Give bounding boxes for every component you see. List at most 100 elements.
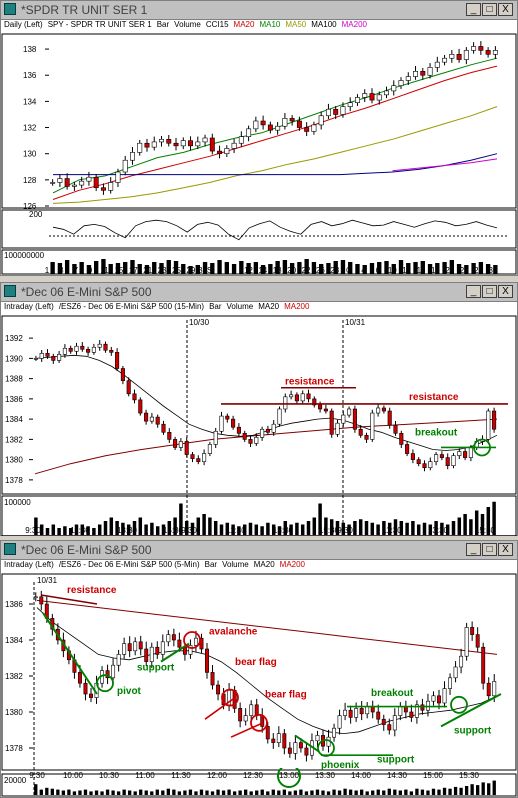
close-button[interactable]: X: [498, 285, 513, 298]
maximize-button[interactable]: □: [482, 3, 497, 16]
es15-candle: [138, 399, 143, 414]
volume-bar: [254, 524, 259, 535]
es-15min-chart[interactable]: 1378 1380 1382 1384 1386 1388 1390 1392 10/30 10/…: [1, 314, 517, 536]
maximize-button[interactable]: □: [482, 543, 497, 556]
x-tick-label: 14: [258, 266, 267, 275]
es5-candle: [448, 677, 453, 689]
es5-candle: [354, 708, 359, 718]
volume-bar: [319, 264, 324, 274]
spy-candle: [71, 184, 77, 187]
ma-line-ma20: [52, 65, 498, 200]
annotation-pivot: pivot: [117, 686, 142, 697]
es5-candle: [265, 726, 270, 740]
x-tick-label: 13:00: [279, 771, 300, 780]
volume-bar: [61, 790, 66, 795]
volume-bar: [231, 524, 235, 535]
spy-candle: [57, 178, 63, 183]
volume-bar: [63, 526, 67, 535]
x-tick-label: 11:30: [226, 526, 246, 535]
volume-scale-label: 100000000: [4, 251, 45, 260]
es5-candle: [376, 711, 381, 720]
es15-candle: [445, 457, 450, 467]
volume-bar: [167, 521, 172, 535]
minimize-button[interactable]: _: [466, 543, 481, 556]
volume-bar: [216, 789, 220, 795]
volume-bar: [89, 791, 93, 795]
es-5min-chart[interactable]: 1378 1380 1382 1384 1386 10/31 resistance pivot…: [1, 572, 517, 798]
volume-bar: [39, 524, 44, 535]
volume-bar: [485, 264, 491, 274]
volume-bar: [45, 787, 49, 795]
volume-bar: [80, 524, 85, 535]
chart-legend: Intraday (Left) /ESZ6 - Dec 06 E-Mini S&P…: [1, 302, 517, 314]
es15-candle: [120, 368, 125, 381]
y-tick-label: 1388: [5, 375, 23, 384]
title-bar[interactable]: *Dec 06 E-Mini S&P 500 _ □ X: [1, 283, 517, 302]
x-tick-label: 13:30: [315, 771, 336, 780]
spy-candle: [413, 71, 419, 77]
es15-candle: [271, 423, 276, 433]
volume-bar: [406, 263, 411, 274]
es5-candle: [437, 695, 441, 704]
maximize-button[interactable]: □: [482, 285, 497, 298]
spy-candle: [50, 182, 56, 184]
volume-bar: [457, 517, 462, 535]
volume-bar: [304, 259, 309, 274]
minimize-button[interactable]: _: [466, 285, 481, 298]
volume-bar: [365, 791, 369, 795]
volume-bar: [348, 789, 353, 795]
volume-bar: [431, 788, 436, 795]
volume-bar: [255, 790, 259, 795]
volume-bar: [100, 791, 104, 795]
close-button[interactable]: X: [498, 3, 513, 16]
spy-candle: [246, 128, 252, 137]
volume-bar: [72, 791, 77, 795]
es15-candle: [173, 439, 178, 448]
volume-bar: [64, 260, 70, 274]
es15-candle: [144, 412, 149, 422]
x-tick-label: 30: [489, 266, 498, 275]
legend-item: MA50: [285, 20, 307, 29]
es5-candle: [138, 641, 143, 650]
x-tick-label: 26: [316, 266, 325, 275]
volume-bar: [183, 790, 187, 795]
volume-bar: [238, 790, 242, 795]
y-tick-label: 138: [23, 45, 37, 54]
annotation-breakout: breakout: [371, 688, 414, 699]
spy-candle: [369, 93, 375, 101]
spy-candle: [137, 142, 143, 153]
x-tick-label: 17: [129, 266, 138, 275]
volume-bar: [57, 528, 61, 535]
x-tick-label: 3: [59, 266, 64, 275]
volume-bar: [387, 788, 391, 795]
volume-bar: [470, 784, 474, 795]
minimize-button[interactable]: _: [466, 3, 481, 16]
volume-bar: [420, 261, 425, 274]
volume-bar: [449, 260, 454, 274]
volume-bar: [271, 524, 276, 535]
spy-candle: [289, 118, 295, 122]
price-panel: [1, 33, 517, 209]
title-bar[interactable]: *Dec 06 E-Mini S&P 500 _ □ X: [1, 541, 517, 560]
volume-bar: [492, 780, 496, 795]
x-tick-label: 12:30: [243, 771, 264, 780]
volume-bar: [260, 526, 264, 535]
es5-candle: [193, 637, 198, 646]
volume-bar: [358, 519, 363, 535]
legend-item: /ESZ6 - Dec 06 E-Mini S&P 500 (5-Min): [58, 560, 200, 569]
es15-candle: [33, 358, 38, 360]
volume-bar: [34, 784, 38, 795]
volume-bar: [97, 524, 102, 535]
volume-bar: [377, 262, 382, 274]
title-bar[interactable]: *SPDR TR UNIT SER 1 _ □ X: [1, 1, 517, 20]
volume-bar: [208, 517, 212, 535]
phoenix-line: [294, 734, 320, 753]
x-tick-label: 9:30: [181, 526, 197, 535]
time-highlight-circle: [277, 768, 301, 788]
es15-candle: [207, 444, 212, 454]
x-tick-label: 15:00: [423, 771, 444, 780]
volume-bar: [360, 789, 364, 795]
close-button[interactable]: X: [498, 543, 513, 556]
volume-bar: [434, 521, 438, 535]
